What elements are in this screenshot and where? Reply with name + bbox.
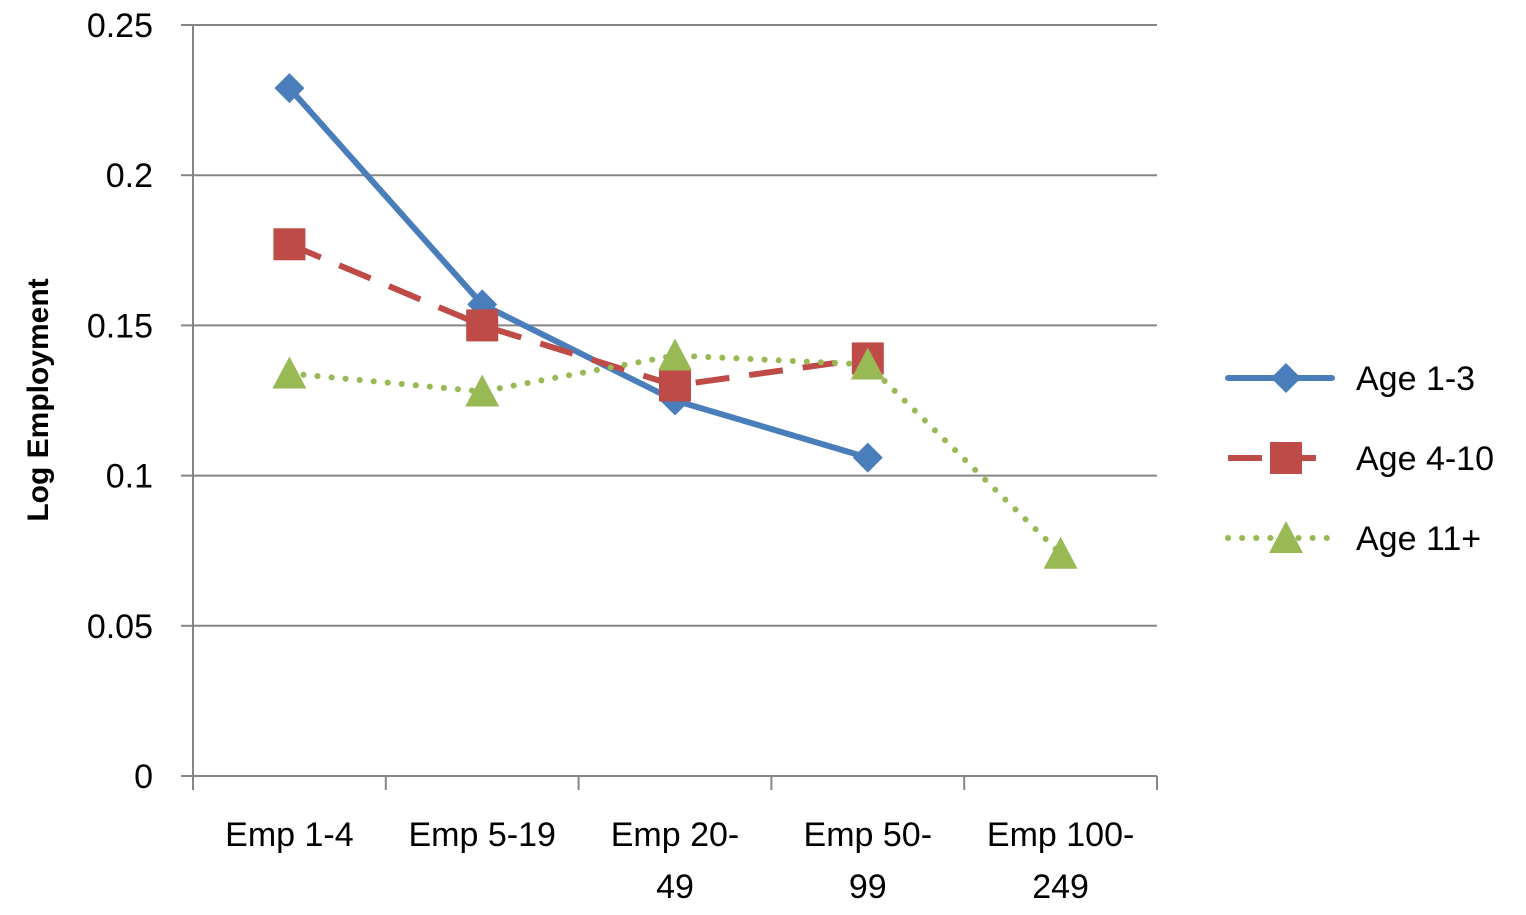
- data-point-2: [466, 309, 499, 342]
- data-point-2: [273, 228, 306, 261]
- axes: 0 0.05 0.1 0.15 0.2 0.25 Emp 1-4 Emp 5-19 Emp 20…: [87, 7, 1158, 906]
- y-axis-label: Log Employment: [22, 278, 55, 521]
- x-tick-label-line: Emp 20-: [611, 816, 740, 854]
- legend-label: Age 11+: [1356, 520, 1481, 558]
- data-point-1: [852, 442, 883, 473]
- y-tick-label: 0: [134, 758, 153, 796]
- x-tick-label: Emp 50- 99: [804, 816, 933, 906]
- x-tick-label: Emp 5-19: [408, 816, 555, 854]
- data-point-2: [659, 369, 691, 402]
- data-point-3: [658, 338, 692, 371]
- x-tick-label: Emp 20- 49: [611, 816, 740, 906]
- x-tick-label-line: Emp 5-19: [408, 816, 555, 854]
- data-point-3: [1043, 536, 1078, 569]
- data-point-3: [272, 356, 307, 389]
- x-tick-label-line: Emp 100-: [987, 816, 1134, 854]
- x-tick-label-line: Emp 1-4: [225, 816, 354, 854]
- x-tick-label-line: Emp 50-: [804, 816, 933, 854]
- legend-label: Age 4-10: [1356, 440, 1494, 478]
- data-point-3: [850, 347, 885, 380]
- y-tick-label: 0.1: [106, 458, 153, 496]
- data-point-3: [465, 374, 500, 407]
- legend-label: Age 1-3: [1356, 360, 1475, 398]
- x-tick-label-line: 249: [1032, 868, 1089, 906]
- y-tick-label: 0.15: [87, 307, 153, 345]
- x-tick-label-line: 49: [656, 868, 694, 906]
- series-line-3: [286, 352, 1064, 557]
- y-tick-label: 0.2: [106, 157, 153, 195]
- y-tick-label: 0.05: [87, 608, 153, 646]
- series-line-2: [288, 241, 869, 389]
- x-tick-label: Emp 100- 249: [987, 816, 1134, 906]
- legend-marker: [1270, 442, 1302, 474]
- y-tick-label: 0.25: [87, 7, 153, 45]
- x-tick-label: Emp 1-4: [225, 816, 354, 854]
- data-point-1: [274, 73, 305, 104]
- series-line-1: [286, 85, 871, 461]
- series-lines: [272, 73, 1078, 569]
- gridlines: [193, 24, 1157, 627]
- x-tick-label-line: 99: [849, 868, 887, 906]
- legend-marker: [1269, 521, 1303, 553]
- legend-marker: [1271, 363, 1301, 393]
- legend: Age 1-3 Age 4-10 Age 11+: [1225, 360, 1494, 558]
